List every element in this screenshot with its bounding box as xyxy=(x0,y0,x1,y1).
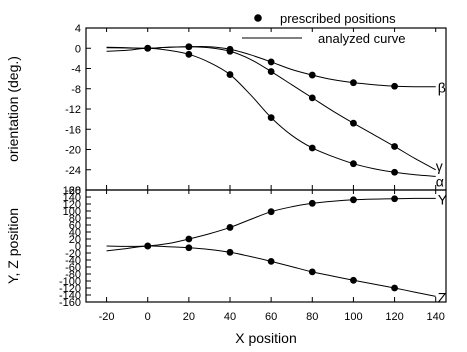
y-tick-label: -40 xyxy=(65,255,81,267)
data-point-γ xyxy=(267,68,275,75)
position-ticks xyxy=(86,189,437,303)
y-tick-label: 120 xyxy=(63,199,81,211)
x-axis-title: X position xyxy=(235,330,296,346)
data-point-α xyxy=(144,44,152,52)
data-point-β xyxy=(391,82,398,90)
y-tick-label: -28 xyxy=(65,185,81,197)
legend-label-curve: analyzed curve xyxy=(318,31,405,46)
data-point-Y xyxy=(226,224,234,231)
data-point-Y xyxy=(391,195,398,203)
data-point-Z xyxy=(350,276,357,284)
legend-label-points: prescribed positions xyxy=(280,11,396,26)
data-point-β xyxy=(267,58,275,66)
data-point-Y xyxy=(185,235,193,243)
y-tick-label: 20 xyxy=(69,234,81,246)
y-tick-label: -120 xyxy=(59,283,81,295)
y-tick-label: 100 xyxy=(63,206,81,218)
y-tick-label: -12 xyxy=(65,104,81,116)
y-tick-label: 140 xyxy=(63,192,81,204)
y-tick-label: 160 xyxy=(63,185,81,197)
position-series-labels: YZ xyxy=(438,191,448,305)
data-point-β xyxy=(350,79,357,87)
y-tick-label: 4 xyxy=(75,23,81,35)
series-label-Y: Y xyxy=(438,191,448,207)
x-tick-label: 120 xyxy=(385,311,403,323)
data-point-α xyxy=(267,114,275,122)
y-tick-label: 60 xyxy=(69,220,81,232)
y-tick-label: -80 xyxy=(65,269,81,281)
orientation-curves xyxy=(106,46,436,177)
y-tick-label: -60 xyxy=(65,262,81,274)
y-tick-label: -16 xyxy=(65,124,81,136)
y-tick-label: -140 xyxy=(59,290,81,302)
data-point-Y xyxy=(308,199,316,207)
data-point-Y xyxy=(267,208,275,216)
series-label-Z: Z xyxy=(438,289,447,305)
x-tick-label: 0 xyxy=(145,311,151,323)
series-line-Y xyxy=(106,197,436,247)
series-label-α: α xyxy=(436,173,444,189)
series-line-Z xyxy=(106,245,436,297)
data-point-Z xyxy=(391,284,398,292)
y-tick-label: 40 xyxy=(69,227,81,239)
data-point-α xyxy=(226,71,234,78)
y-tick-label: 0 xyxy=(75,241,81,253)
series-label-β: β xyxy=(438,80,446,96)
data-point-γ xyxy=(308,94,316,102)
orientation-panel: 4 0 -4 -8 -12 -16 -20 -24 -28 β γα orientation (d… xyxy=(5,11,447,197)
y-tick-label: 0 xyxy=(75,43,81,55)
y-tick-label: -24 xyxy=(65,165,81,177)
position-y-axis-title: Y, Z position xyxy=(5,208,21,284)
orientation-y-tick-labels: 4 0 -4 -8 -12 -16 -20 -24 -28 xyxy=(65,23,81,197)
data-point-β xyxy=(308,71,316,79)
y-tick-label: -20 xyxy=(65,248,81,260)
data-point-Z xyxy=(226,248,234,256)
x-tick-label: 140 xyxy=(427,311,445,323)
x-tick-label: 60 xyxy=(265,311,277,323)
y-tick-label: 80 xyxy=(69,213,81,225)
data-point-γ xyxy=(226,47,234,55)
data-point-γ xyxy=(391,143,398,150)
data-point-γ xyxy=(185,43,193,51)
data-point-γ xyxy=(350,119,357,127)
position-panel: 160140120100806040200-20-40-60-80-100-12… xyxy=(5,185,448,346)
series-line-β xyxy=(106,46,436,88)
x-tick-labels: -20 0 20 40 60 80 100 120 140 xyxy=(99,311,445,323)
data-point-Z xyxy=(185,244,193,252)
orientation-ticks xyxy=(86,27,437,191)
y-tick-label: -100 xyxy=(59,276,81,288)
orientation-plot-frame xyxy=(85,27,447,191)
data-point-Z xyxy=(308,268,316,276)
y-tick-label: -160 xyxy=(59,297,81,309)
x-tick-label: 20 xyxy=(183,311,195,323)
orientation-y-axis-title: orientation (deg.) xyxy=(5,56,21,162)
data-point-α xyxy=(391,168,398,176)
data-point-Y xyxy=(350,196,357,204)
data-point-α xyxy=(308,144,316,152)
x-tick-label: 40 xyxy=(224,311,236,323)
series-line-α xyxy=(106,47,436,177)
series-label-γ: γ xyxy=(436,158,443,174)
data-point-Z xyxy=(144,242,152,250)
y-tick-label: -8 xyxy=(71,84,81,96)
data-point-Z xyxy=(267,258,275,265)
position-y-tick-labels: 160140120100806040200-20-40-60-80-100-12… xyxy=(59,185,81,309)
x-tick-label: -20 xyxy=(99,311,115,323)
y-tick-label: -20 xyxy=(65,145,81,157)
position-points xyxy=(144,195,398,292)
y-tick-label: -4 xyxy=(71,64,81,76)
legend-marker-points xyxy=(254,14,262,22)
orientation-points xyxy=(144,43,398,176)
data-point-α xyxy=(185,50,193,58)
x-tick-label: 80 xyxy=(306,311,318,323)
orientation-series-labels: β γα xyxy=(436,80,446,190)
data-point-α xyxy=(350,160,357,168)
x-tick-label: 100 xyxy=(344,311,362,323)
legend: prescribed positions analyzed curve xyxy=(242,11,405,46)
